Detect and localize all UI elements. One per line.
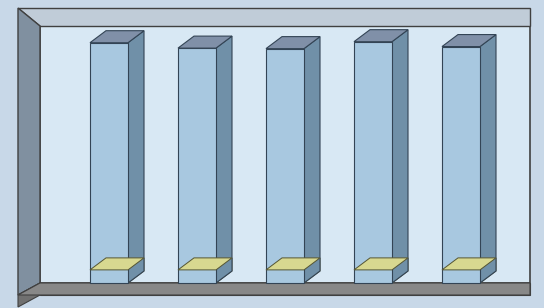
Polygon shape: [40, 26, 530, 283]
Polygon shape: [216, 36, 232, 283]
Polygon shape: [266, 37, 320, 49]
Polygon shape: [128, 258, 144, 283]
Polygon shape: [18, 8, 40, 295]
Polygon shape: [392, 258, 408, 283]
Polygon shape: [266, 49, 304, 283]
Polygon shape: [18, 283, 40, 307]
Polygon shape: [442, 258, 496, 270]
Polygon shape: [266, 258, 320, 270]
Polygon shape: [178, 258, 232, 270]
Polygon shape: [178, 270, 216, 283]
Polygon shape: [442, 47, 480, 283]
Polygon shape: [90, 43, 128, 283]
Polygon shape: [266, 270, 304, 283]
Polygon shape: [392, 30, 408, 283]
Polygon shape: [18, 283, 530, 295]
Polygon shape: [354, 258, 408, 270]
Polygon shape: [40, 283, 530, 295]
Polygon shape: [90, 270, 128, 283]
Polygon shape: [354, 30, 408, 42]
Polygon shape: [354, 42, 392, 283]
Polygon shape: [304, 37, 320, 283]
Polygon shape: [442, 34, 496, 47]
Polygon shape: [216, 258, 232, 283]
Polygon shape: [128, 31, 144, 283]
Polygon shape: [18, 8, 530, 26]
Polygon shape: [178, 48, 216, 283]
Polygon shape: [480, 258, 496, 283]
Polygon shape: [90, 31, 144, 43]
Polygon shape: [304, 258, 320, 283]
Polygon shape: [480, 34, 496, 283]
Polygon shape: [442, 270, 480, 283]
Polygon shape: [90, 258, 144, 270]
Polygon shape: [178, 36, 232, 48]
Polygon shape: [354, 270, 392, 283]
